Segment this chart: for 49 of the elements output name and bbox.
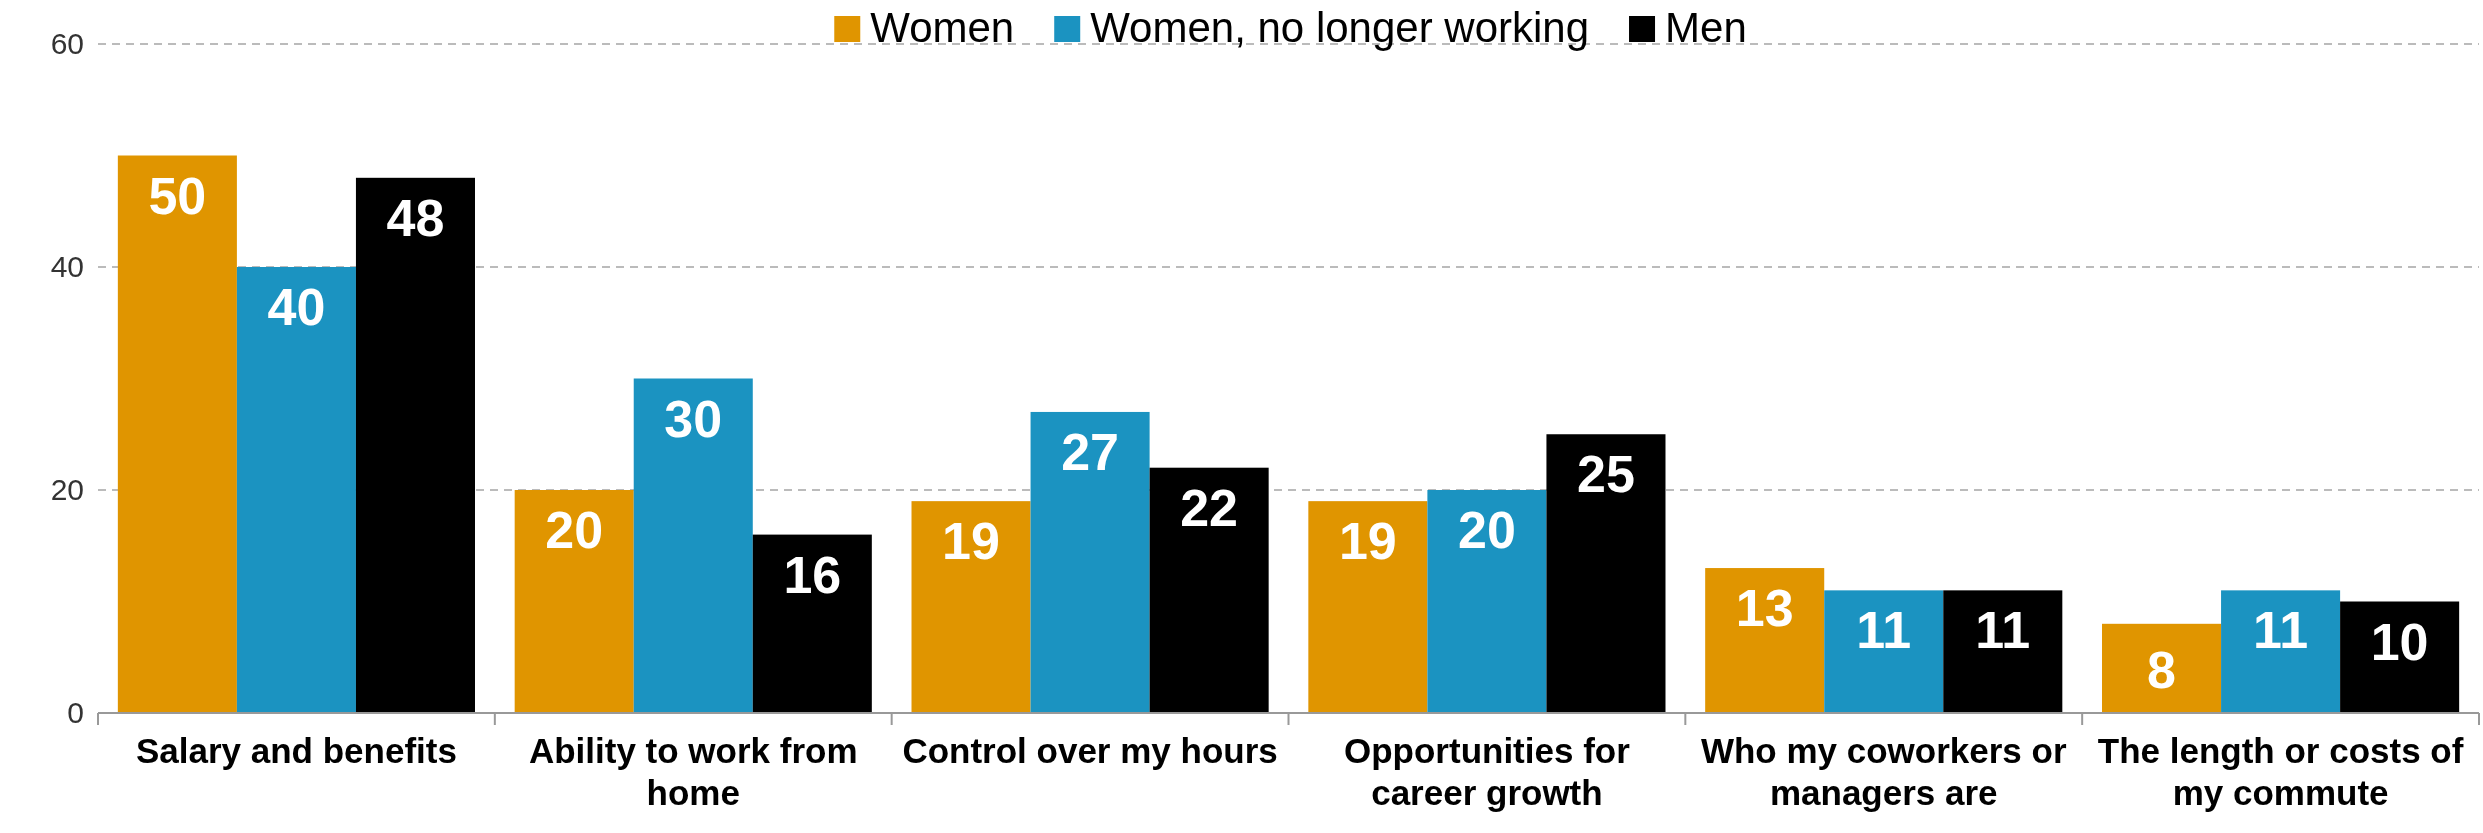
bar xyxy=(355,177,475,713)
bar xyxy=(633,378,753,713)
data-label: 11 xyxy=(1856,601,1912,660)
x-tick-label: Opportunities for career growth xyxy=(1344,731,1631,812)
bar xyxy=(1030,411,1150,713)
x-tick-label: Who my coworkers or managers are xyxy=(1700,731,2067,812)
bar xyxy=(2102,623,2222,713)
data-label: 11 xyxy=(1975,601,2031,660)
bar xyxy=(117,155,237,713)
x-tick-label: Control over my hours xyxy=(902,731,1278,770)
bar xyxy=(911,501,1031,713)
legend-label: Women xyxy=(870,4,1015,51)
data-label: 27 xyxy=(1061,422,1120,481)
data-label: 11 xyxy=(2253,601,2309,660)
data-label: 48 xyxy=(386,188,445,247)
bar xyxy=(1149,467,1269,713)
data-label: 20 xyxy=(545,501,604,559)
bar xyxy=(1427,490,1547,713)
y-tick-label: 40 xyxy=(50,250,84,284)
y-tick-label: 0 xyxy=(67,696,84,730)
bar xyxy=(2340,601,2460,713)
x-tick-label: The length or costs of my commute xyxy=(2097,731,2464,812)
data-label: 40 xyxy=(267,278,326,336)
bar xyxy=(1546,434,1666,713)
data-label: 13 xyxy=(1735,579,1794,638)
data-label: 19 xyxy=(942,512,1000,571)
bar xyxy=(1705,568,1825,713)
x-tick-label: Salary and benefits xyxy=(135,731,457,770)
data-label: 25 xyxy=(1577,445,1635,504)
data-label: 8 xyxy=(2147,641,2176,700)
bar xyxy=(1308,501,1428,713)
data-label: 19 xyxy=(1338,512,1397,571)
bar xyxy=(514,490,634,713)
data-label: 20 xyxy=(1457,501,1516,559)
legend-label: Women, no longer working xyxy=(1090,4,1590,51)
data-label: 10 xyxy=(2370,612,2429,671)
x-tick-label: Ability to work from home xyxy=(528,731,858,812)
data-label: 16 xyxy=(783,545,842,604)
data-label: 22 xyxy=(1180,478,1239,537)
data-label: 30 xyxy=(664,389,723,448)
legend-label: Men xyxy=(1665,4,1747,51)
bar xyxy=(752,534,872,713)
bar xyxy=(1943,590,2063,713)
y-tick-label: 20 xyxy=(50,473,84,507)
bar xyxy=(2221,590,2341,713)
data-label: 50 xyxy=(148,166,207,225)
bar xyxy=(236,267,356,713)
bar xyxy=(1824,590,1944,713)
y-tick-label: 60 xyxy=(50,27,84,61)
